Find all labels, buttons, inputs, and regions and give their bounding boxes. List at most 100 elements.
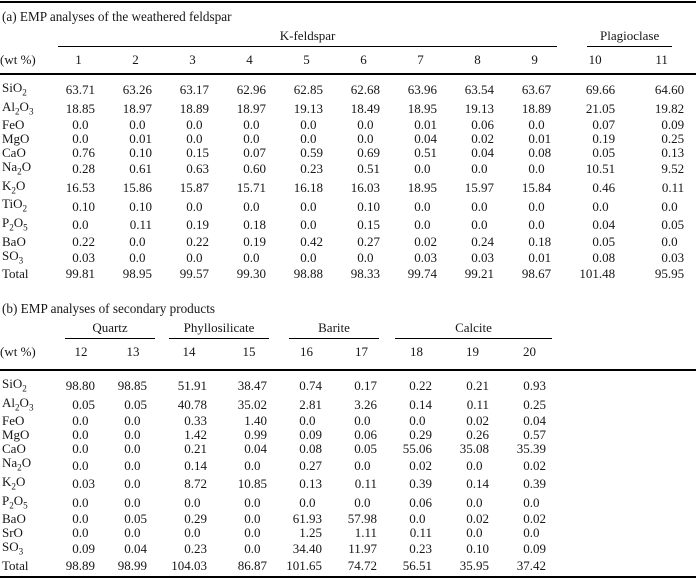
value-cell: 0.26 bbox=[466, 427, 490, 443]
value-cell: 0.0 bbox=[523, 494, 540, 510]
value-cell: 99.57 bbox=[179, 266, 209, 282]
value-cell: 0.02 bbox=[466, 511, 490, 527]
row-label: FeO bbox=[2, 413, 25, 429]
value-cell: 0.0 bbox=[300, 198, 317, 214]
row-label: MgO bbox=[2, 131, 30, 147]
row-label: Al2O3 bbox=[2, 98, 34, 117]
column-header: 1 bbox=[50, 47, 107, 75]
table-row: FeO 0.0 0.0 0.33 1.40 0.0 0.0 0.0 0.02 0.04 bbox=[0, 414, 696, 428]
value-cell: 0.08 bbox=[528, 145, 552, 161]
value-cell: 0.0 bbox=[72, 217, 89, 233]
column-header: 8 bbox=[449, 47, 506, 75]
value-cell: 0.0 bbox=[244, 494, 261, 510]
value-cell: 57.98 bbox=[347, 511, 378, 527]
filler-cell bbox=[558, 320, 696, 339]
value-cell: 0.0 bbox=[466, 457, 483, 473]
column-header: 5 bbox=[278, 47, 335, 75]
value-cell: 0.10 bbox=[72, 198, 95, 214]
value-cell: 0.18 bbox=[528, 233, 552, 249]
value-cell: 0.0 bbox=[471, 217, 488, 233]
value-cell: 0.19 bbox=[243, 233, 266, 249]
column-header: 14 bbox=[159, 339, 219, 372]
value-cell: 10.85 bbox=[237, 476, 267, 492]
table-row: CaO 0.0 0.0 0.21 0.04 0.08 0.05 55.06 35.08 35.39 bbox=[0, 442, 696, 456]
value-cell: 0.0 bbox=[592, 198, 609, 214]
value-cell: 0.0 bbox=[528, 198, 545, 214]
value-cell: 16.53 bbox=[65, 180, 95, 196]
value-cell: 0.15 bbox=[186, 145, 209, 161]
value-cell: 0.02 bbox=[466, 413, 490, 429]
value-cell: 56.51 bbox=[389, 558, 445, 578]
value-cell: 0.18 bbox=[243, 217, 266, 233]
table-row: Na2O 0.28 0.61 0.63 0.60 0.23 0.51 0.0 0.0 0.0 10.… bbox=[0, 160, 696, 179]
row-label: Na2O bbox=[2, 159, 32, 177]
value-cell: 0.14 bbox=[409, 397, 433, 413]
value-cell: 0.27 bbox=[299, 457, 322, 473]
value-cell: 0.04 bbox=[414, 131, 437, 147]
value-cell: 0.05 bbox=[592, 233, 616, 249]
value-cell: 38.47 bbox=[237, 378, 267, 394]
value-cell: 16.03 bbox=[350, 180, 380, 196]
value-cell: 0.01 bbox=[414, 117, 437, 133]
value-cell: 0.22 bbox=[186, 233, 209, 249]
column-header: 19 bbox=[444, 339, 502, 372]
table-row: SO3 0.09 0.04 0.23 0.0 34.40 11.97 0.23 0.10 0.09 bbox=[0, 540, 696, 559]
column-number-row: (wt %) 1 2 3 4 5 6 7 8 9 10 11 bbox=[0, 47, 696, 75]
value-cell: 0.0 bbox=[72, 131, 89, 147]
value-cell: 0.09 bbox=[299, 427, 322, 443]
unit-label: (wt %) bbox=[0, 47, 50, 75]
value-cell: 0.0 bbox=[357, 117, 374, 133]
value-cell: 0.29 bbox=[184, 511, 207, 527]
row-label: CaO bbox=[2, 145, 26, 161]
value-cell: 0.02 bbox=[471, 131, 494, 147]
value-cell: 0.0 bbox=[129, 233, 146, 249]
value-cell: 0.01 bbox=[528, 249, 552, 265]
table-row: P2O5 0.0 0.0 0.0 0.0 0.0 0.0 0.06 0.0 0.0 bbox=[0, 493, 696, 513]
column-header: 18 bbox=[389, 339, 445, 372]
value-cell: 62.85 bbox=[293, 82, 323, 98]
column-header: 3 bbox=[164, 47, 221, 75]
value-cell: 98.89 bbox=[55, 558, 107, 578]
value-cell: 0.03 bbox=[414, 249, 437, 265]
value-cell: 63.26 bbox=[122, 82, 152, 98]
value-cell: 0.06 bbox=[471, 117, 494, 133]
value-cell: 86.87 bbox=[219, 558, 279, 578]
value-cell: 3.26 bbox=[354, 397, 378, 413]
group-header-row: Quartz Phyllosilicate Barite Calcite bbox=[0, 320, 696, 340]
value-cell: 0.39 bbox=[523, 476, 547, 492]
value-cell: 0.05 bbox=[354, 441, 378, 457]
value-cell: 0.04 bbox=[471, 145, 494, 161]
value-cell: 63.54 bbox=[464, 82, 494, 98]
column-header: 7 bbox=[392, 47, 449, 75]
filler-cell bbox=[558, 526, 696, 540]
value-cell: 62.68 bbox=[350, 82, 380, 98]
row-label: TiO2 bbox=[2, 196, 28, 214]
value-cell: 0.0 bbox=[124, 441, 141, 457]
column-group-header: Quartz bbox=[55, 320, 159, 340]
value-cell: 101.65 bbox=[279, 558, 334, 578]
value-cell: 0.0 bbox=[186, 117, 203, 133]
value-cell: 0.0 bbox=[244, 457, 261, 473]
value-cell: 0.10 bbox=[129, 198, 152, 214]
value-cell: 34.40 bbox=[292, 541, 322, 557]
value-cell: 98.80 bbox=[65, 378, 95, 394]
value-cell: 1.11 bbox=[354, 525, 378, 541]
value-cell: 0.0 bbox=[414, 198, 431, 214]
value-cell: 40.78 bbox=[177, 397, 207, 413]
value-cell: 0.0 bbox=[523, 525, 540, 541]
value-cell: 0.76 bbox=[72, 145, 95, 161]
value-cell: 0.19 bbox=[186, 217, 209, 233]
value-cell: 15.86 bbox=[122, 180, 152, 196]
value-cell: 0.0 bbox=[354, 457, 371, 473]
value-cell: 11.97 bbox=[348, 541, 378, 557]
table-a: K-feldspar Plagioclase (wt %) 1 2 3 4 5 6 7 8 9 10 11… bbox=[0, 28, 696, 281]
value-cell: 0.08 bbox=[299, 441, 322, 457]
value-cell: 0.57 bbox=[523, 427, 547, 443]
column-header: 20 bbox=[501, 339, 559, 372]
value-cell: 0.99 bbox=[244, 427, 267, 443]
column-header: 2 bbox=[107, 47, 164, 75]
value-cell: 0.0 bbox=[299, 413, 316, 429]
table-row: P2O5 0.0 0.11 0.19 0.18 0.0 0.15 0.0 0.0 0.0 0.04 0… bbox=[0, 216, 696, 235]
value-cell: 0.08 bbox=[592, 249, 616, 265]
